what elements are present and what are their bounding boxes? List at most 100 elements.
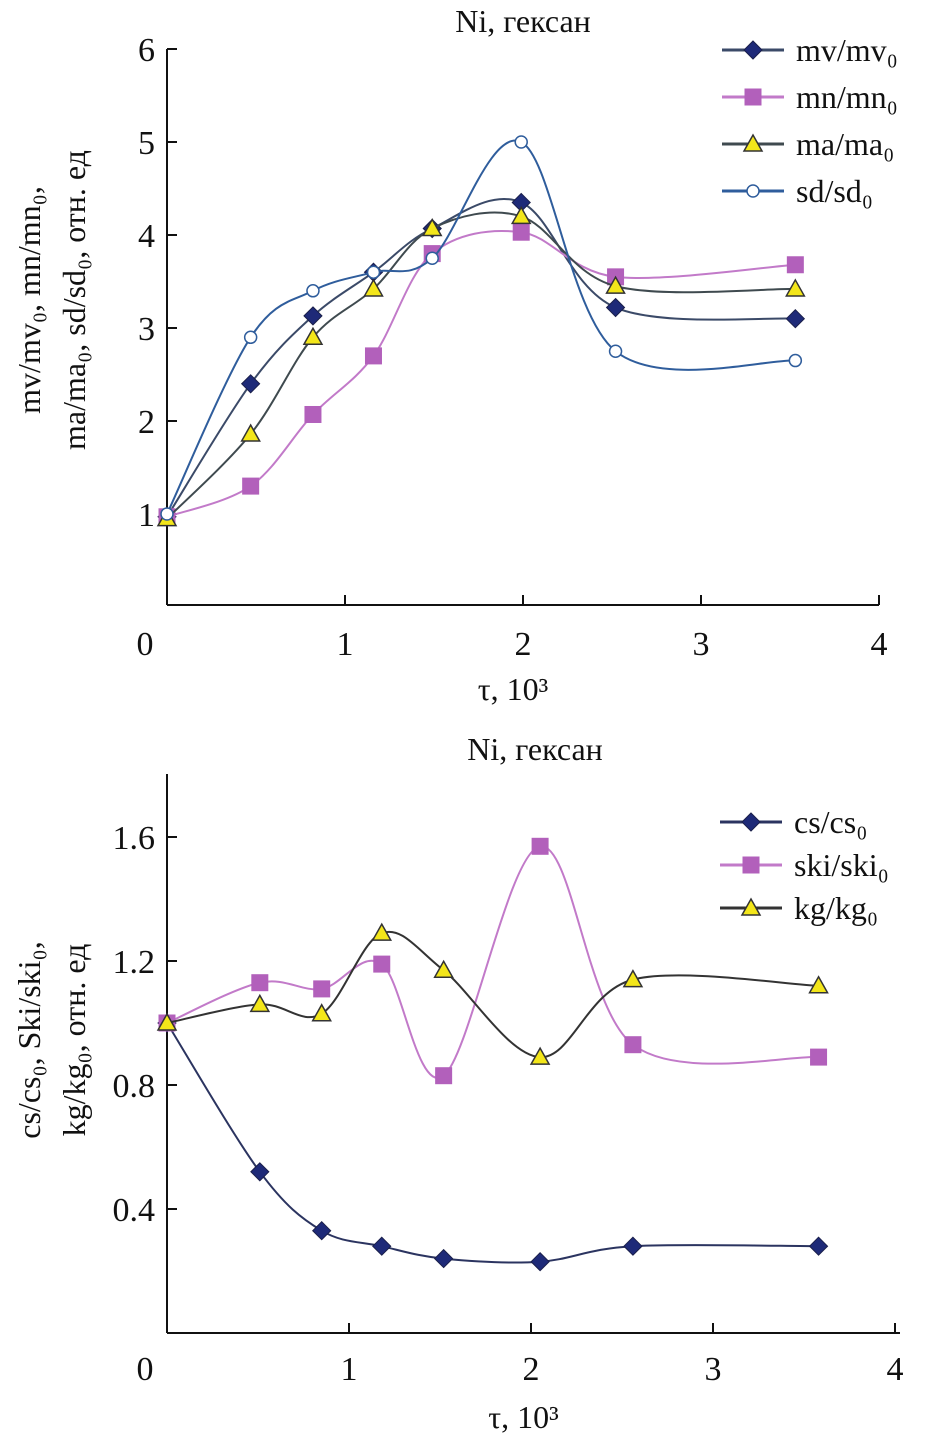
chart-title: Ni, гексан [455,3,591,39]
x-tick-label: 4 [871,626,888,663]
series-mv/mv₀ [157,192,806,527]
legend-label: ma/ma₀ [796,126,894,162]
legend-marker [742,133,764,152]
x-tick-label: 0 [137,626,154,663]
legend-label: cs/cs₀ [794,804,867,840]
y-tick-label: 1.6 [113,820,156,857]
series-line [166,930,819,1059]
legend-entry: cs/cs₀ [720,804,867,840]
data-point [788,353,803,368]
series-mn/mn₀ [158,223,804,526]
series-line [166,229,796,518]
data-point [622,969,644,988]
legend-entry: ski/ski₀ [720,847,889,883]
y-axis-label: kg/kg₀, отн. ед [56,944,92,1137]
legend-label: sd/sd₀ [796,173,873,209]
data-point [433,959,454,979]
x-tick-label: 2 [523,1351,540,1388]
data-point [303,306,323,326]
data-point [529,1046,551,1065]
data-point [366,265,381,279]
x-tick-label: 2 [515,626,532,663]
data-point [243,330,258,345]
series-line [166,211,796,520]
x-tick-label: 1 [337,626,354,663]
x-tick-label: 3 [705,1351,722,1388]
data-point [249,993,271,1013]
legend-marker [740,897,762,916]
y-tick-label: 1 [138,497,155,534]
data-point [313,980,331,998]
data-point [373,955,391,973]
series-line [166,845,819,1079]
legend-marker [744,88,762,106]
legend-entry: sd/sd₀ [722,173,873,209]
x-tick-label: 0 [137,1351,154,1388]
data-point [510,205,532,225]
data-point [242,477,260,495]
data-point [425,251,439,265]
data-point [156,1012,178,1031]
series-cs/cs₀ [157,1013,829,1272]
series-ski/ski₀ [158,837,828,1085]
chart-title: Ni, гексан [467,731,603,767]
data-point [786,256,804,274]
data-point [251,974,269,992]
data-point [608,344,623,358]
y-axis-label: ma/ma₀, sd/sd₀, отн. ед [56,150,92,450]
data-point [808,1236,829,1256]
data-point [240,374,261,394]
data-point [304,405,322,423]
data-point [810,1048,828,1066]
y-tick-label: 0.8 [113,1068,156,1105]
legend-entry: kg/kg₀ [720,890,878,926]
data-point [605,297,626,318]
data-point [624,1036,642,1054]
y-tick-label: 5 [138,125,155,162]
data-point [785,308,806,329]
data-point [433,1248,454,1269]
x-tick-label: 1 [341,1351,358,1388]
series-sd/sd₀ [160,135,803,521]
legend-label: mv/mv₀ [796,32,898,68]
data-point [605,275,626,294]
series-line [166,139,796,515]
y-tick-label: 1.2 [113,944,156,981]
legend-entry: mv/mv₀ [722,32,898,68]
legend-label: kg/kg₀ [794,890,878,926]
data-point [311,1220,332,1241]
legend-entry: ma/ma₀ [722,126,894,162]
data-point [306,284,320,298]
series-line [166,1022,819,1264]
data-point [372,1236,392,1256]
data-point [623,1236,643,1256]
data-point [311,1003,332,1022]
y-tick-label: 4 [138,218,155,255]
x-tick-label: 3 [693,626,710,663]
data-point [421,217,443,237]
data-point [530,1251,550,1272]
legend-marker [741,812,761,832]
series-line [166,197,796,518]
data-point [531,837,549,855]
series-kg/kg₀ [156,922,829,1065]
data-point [160,507,174,521]
legend-label: ski/ski₀ [794,847,889,883]
y-tick-label: 2 [138,404,155,441]
y-axis-label: mv/mv₀, mn/mn₀, [11,186,47,414]
data-point [250,1162,270,1182]
legend-marker [746,184,760,198]
legend-label: mn/mn₀ [796,79,898,115]
data-point [364,347,382,365]
chart-2: 0 1 2 3 4 0.4 0.8 1.2 1.6 Ni, гексан τ, 10³ cs/cs₀,… [11,731,904,1435]
data-point [240,423,261,442]
data-point [302,326,324,346]
legend-entry: mn/mn₀ [722,79,898,115]
data-point [363,278,384,297]
y-tick-label: 0.4 [113,1192,156,1229]
legend-marker [742,856,760,874]
y-tick-label: 6 [138,32,155,69]
x-axis-label: τ, 10³ [478,671,548,707]
